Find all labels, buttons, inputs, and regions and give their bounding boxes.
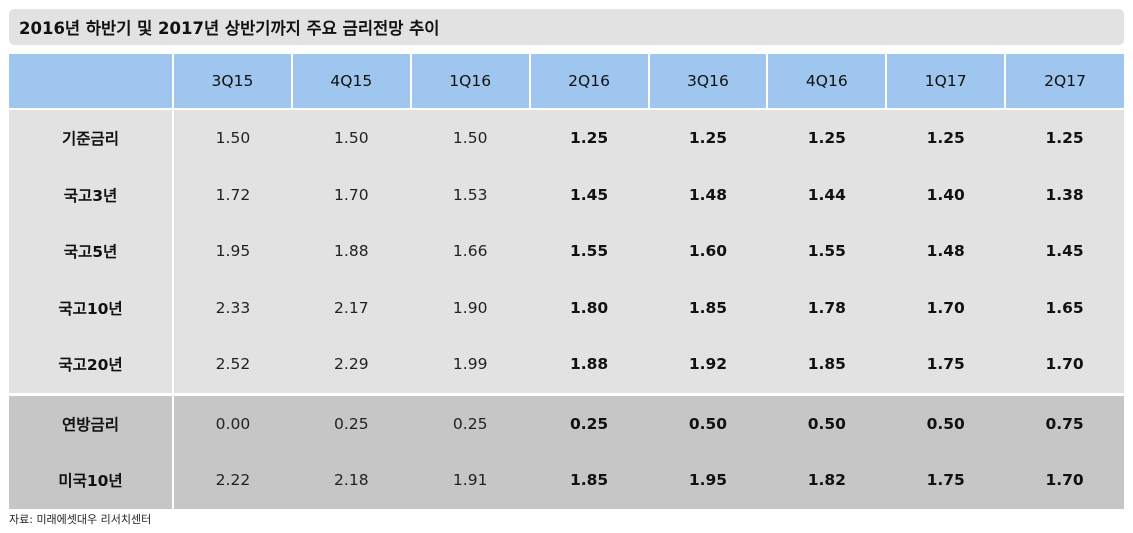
- table-cell: 2.17: [291, 279, 411, 336]
- table-row: 연방금리 0.00 0.25 0.25 0.25 0.50 0.50 0.50 …: [9, 392, 1124, 452]
- table-cell: 0.25: [410, 392, 530, 452]
- table-cell: 1.48: [648, 166, 768, 223]
- table-cell: 0.50: [767, 392, 887, 452]
- table-cell: 1.92: [648, 336, 768, 394]
- table-row: 국고5년 1.95 1.88 1.66 1.55 1.60 1.55 1.48 …: [9, 223, 1124, 280]
- table-row: 국고10년 2.33 2.17 1.90 1.80 1.85 1.78 1.70…: [9, 279, 1124, 336]
- table-cell: 1.70: [1005, 452, 1124, 509]
- table-cell: 1.53: [410, 166, 530, 223]
- table-cell: 1.88: [291, 223, 411, 280]
- table-cell: 1.91: [410, 452, 530, 509]
- table-cell: 1.65: [1005, 279, 1124, 336]
- table-cell: 1.75: [886, 452, 1006, 509]
- table-cell: 1.95: [173, 223, 292, 280]
- row-label: 기준금리: [9, 108, 174, 167]
- table-cell: 0.50: [648, 392, 768, 452]
- table-row: 기준금리 1.50 1.50 1.50 1.25 1.25 1.25 1.25 …: [9, 108, 1124, 167]
- table-header-row: 3Q15 4Q15 1Q16 2Q16 3Q16 4Q16 1Q17 2Q17: [9, 54, 1124, 109]
- table-cell: 1.70: [886, 279, 1006, 336]
- source-note: 자료: 미래에셋대우 리서치센터: [9, 513, 152, 526]
- row-label: 국고5년: [9, 223, 174, 280]
- table-cell: 1.25: [529, 108, 649, 167]
- table-cell: 1.78: [767, 279, 887, 336]
- column-header: 3Q15: [172, 54, 292, 109]
- table-cell: 1.55: [529, 223, 649, 280]
- page-title-text: 2016년 하반기 및 2017년 상반기까지 주요 금리전망 추이: [19, 19, 440, 38]
- table-cell: 1.85: [767, 336, 887, 394]
- table-cell: 1.80: [529, 279, 649, 336]
- table-cell: 1.85: [529, 452, 649, 509]
- table-cell: 1.85: [648, 279, 768, 336]
- header-corner-cell: [9, 54, 173, 109]
- table-cell: 0.25: [529, 392, 649, 452]
- table-cell: 1.88: [529, 336, 649, 394]
- table-cell: 1.60: [648, 223, 768, 280]
- table-row: 미국10년 2.22 2.18 1.91 1.85 1.95 1.82 1.75…: [9, 452, 1124, 509]
- table-cell: 1.99: [410, 336, 530, 394]
- rate-forecast-table: 3Q15 4Q15 1Q16 2Q16 3Q16 4Q16 1Q17 2Q17 …: [9, 54, 1124, 509]
- table-cell: 2.52: [173, 336, 292, 394]
- table-cell: 1.25: [767, 108, 887, 167]
- row-label: 국고3년: [9, 166, 174, 223]
- table-cell: 2.22: [173, 452, 292, 509]
- table-cell: 1.40: [886, 166, 1006, 223]
- table-cell: 0.50: [886, 392, 1006, 452]
- table-cell: 2.18: [291, 452, 411, 509]
- table-cell: 1.66: [410, 223, 530, 280]
- column-header: 2Q16: [528, 54, 649, 109]
- row-label: 미국10년: [9, 452, 174, 509]
- table-cell: 1.50: [291, 108, 411, 167]
- table-cell: 1.48: [886, 223, 1006, 280]
- table-cell: 1.50: [173, 108, 292, 167]
- table-cell: 1.45: [1005, 223, 1124, 280]
- table-cell: 2.33: [173, 279, 292, 336]
- table-cell: 1.90: [410, 279, 530, 336]
- us-rates-group: 연방금리 0.00 0.25 0.25 0.25 0.50 0.50 0.50 …: [9, 392, 1124, 509]
- table-row: 국고3년 1.72 1.70 1.53 1.45 1.48 1.44 1.40 …: [9, 166, 1124, 223]
- table-cell: 1.72: [173, 166, 292, 223]
- table-cell: 1.55: [767, 223, 887, 280]
- table-cell: 1.25: [1005, 108, 1124, 167]
- page-title: 2016년 하반기 및 2017년 상반기까지 주요 금리전망 추이: [9, 9, 1124, 45]
- table-cell: 0.25: [291, 392, 411, 452]
- table-cell: 1.50: [410, 108, 530, 167]
- table-cell: 0.00: [173, 392, 292, 452]
- table-cell: 1.25: [648, 108, 768, 167]
- table-cell: 0.75: [1005, 392, 1124, 452]
- table-cell: 1.70: [291, 166, 411, 223]
- table-cell: 1.95: [648, 452, 768, 509]
- table-row: 국고20년 2.52 2.29 1.99 1.88 1.92 1.85 1.75…: [9, 336, 1124, 394]
- table-cell: 1.75: [886, 336, 1006, 394]
- table-cell: 1.25: [886, 108, 1006, 167]
- table-cell: 1.82: [767, 452, 887, 509]
- table-cell: 2.29: [291, 336, 411, 394]
- column-header: 1Q17: [885, 54, 1006, 109]
- row-label: 연방금리: [9, 392, 174, 452]
- table-cell: 1.45: [529, 166, 649, 223]
- column-header: 2Q17: [1004, 54, 1124, 109]
- column-header: 3Q16: [647, 54, 768, 109]
- table-cell: 1.70: [1005, 336, 1124, 394]
- domestic-rates-group: 기준금리 1.50 1.50 1.50 1.25 1.25 1.25 1.25 …: [9, 108, 1124, 394]
- row-label: 국고10년: [9, 279, 174, 336]
- column-header: 1Q16: [409, 54, 530, 109]
- column-header: 4Q15: [290, 54, 411, 109]
- row-label: 국고20년: [9, 336, 174, 394]
- table-cell: 1.38: [1005, 166, 1124, 223]
- column-header: 4Q16: [766, 54, 887, 109]
- table-cell: 1.44: [767, 166, 887, 223]
